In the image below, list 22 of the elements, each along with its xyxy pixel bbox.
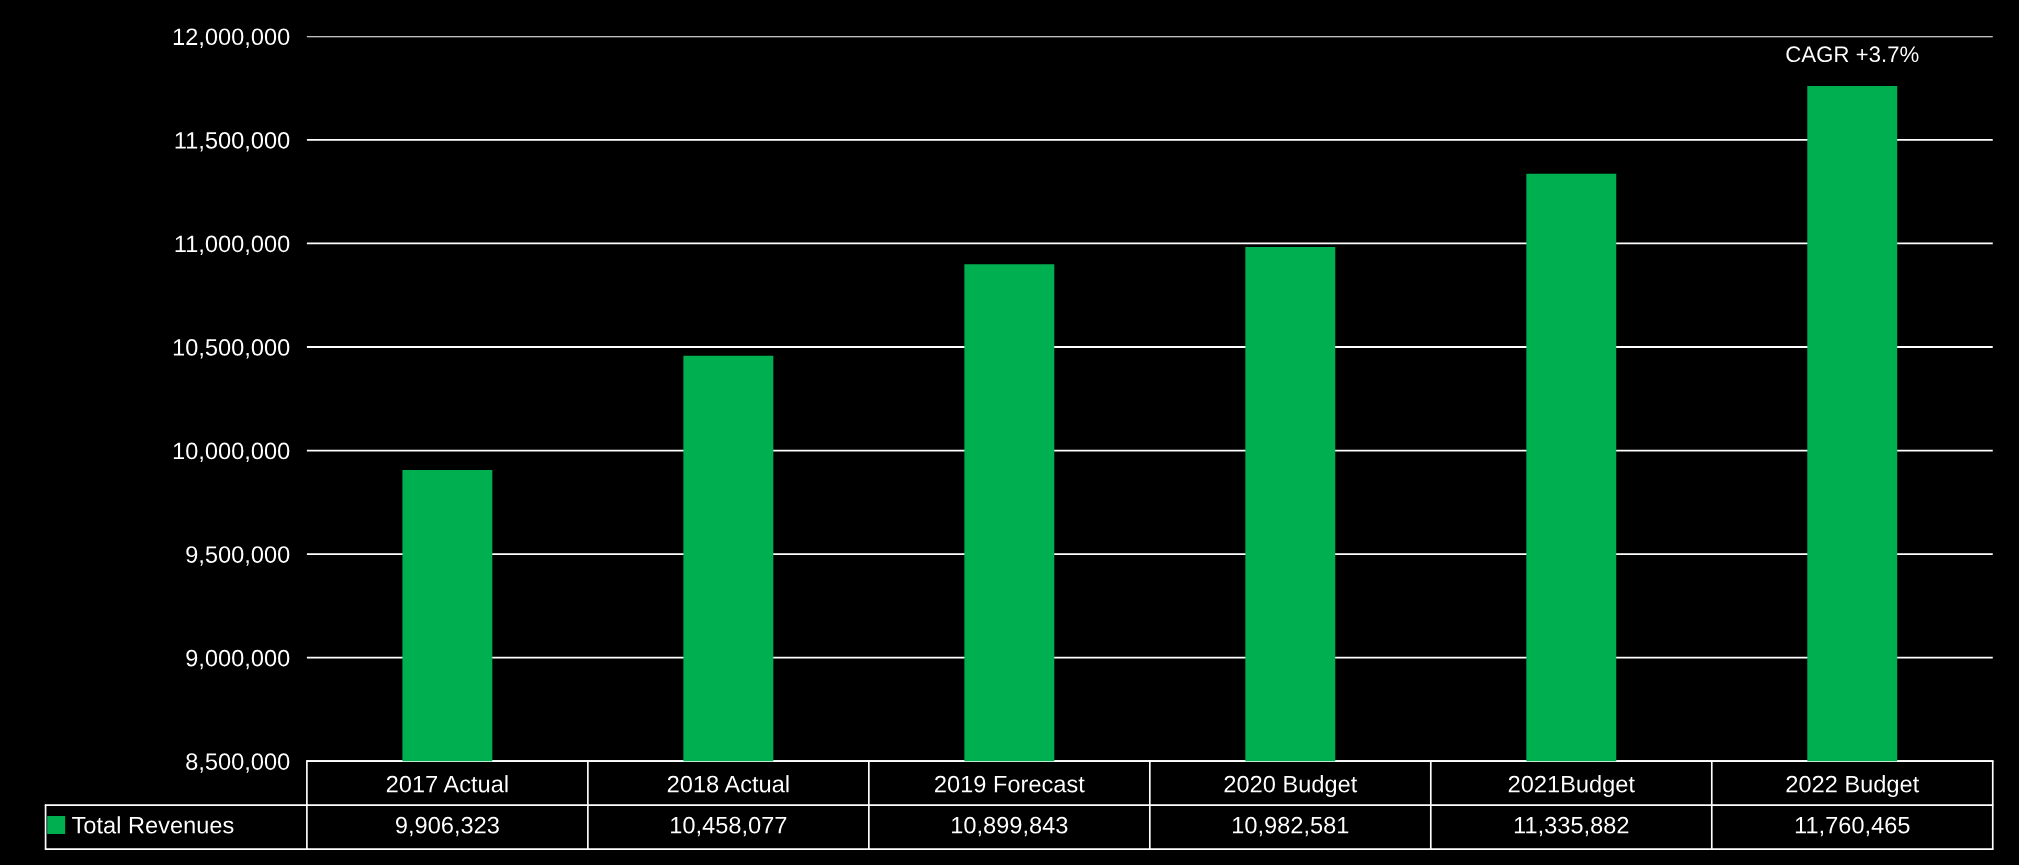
x-tick-label: 2022 Budget <box>1786 775 1920 798</box>
data-label: 10,982,581 <box>1233 816 1349 837</box>
data-label: 9,906,323 <box>395 816 499 837</box>
y-tick-label: 11,500,000 <box>175 131 290 152</box>
x-tick-label: 2021Budget <box>1508 775 1635 798</box>
x-tick-label: 2019 Forecast <box>935 775 1085 793</box>
y-tick-label: 12,000,000 <box>173 28 290 48</box>
y-tick-label: 10,000,000 <box>173 442 290 463</box>
legend-label: Total Revenues <box>72 816 234 834</box>
y-tick-label: 8,500,000 <box>186 753 290 773</box>
data-label: 10,458,077 <box>671 816 787 837</box>
annotation: CAGR +3.7% <box>1786 46 1919 63</box>
x-tick-label: 2018 Actual <box>667 775 789 793</box>
data-label: 11,335,882 <box>1514 816 1629 837</box>
y-tick-label: 11,000,000 <box>175 235 290 256</box>
x-tick-label: 2020 Budget <box>1224 775 1358 798</box>
x-tick-label: 2017 Actual <box>386 775 508 793</box>
y-tick-label: 9,500,000 <box>186 546 290 566</box>
data-label: 10,899,843 <box>952 816 1068 837</box>
data-label: 11,760,465 <box>1795 816 1910 837</box>
y-tick-label: 9,000,000 <box>186 649 290 670</box>
y-tick-label: 10,500,000 <box>173 339 290 359</box>
